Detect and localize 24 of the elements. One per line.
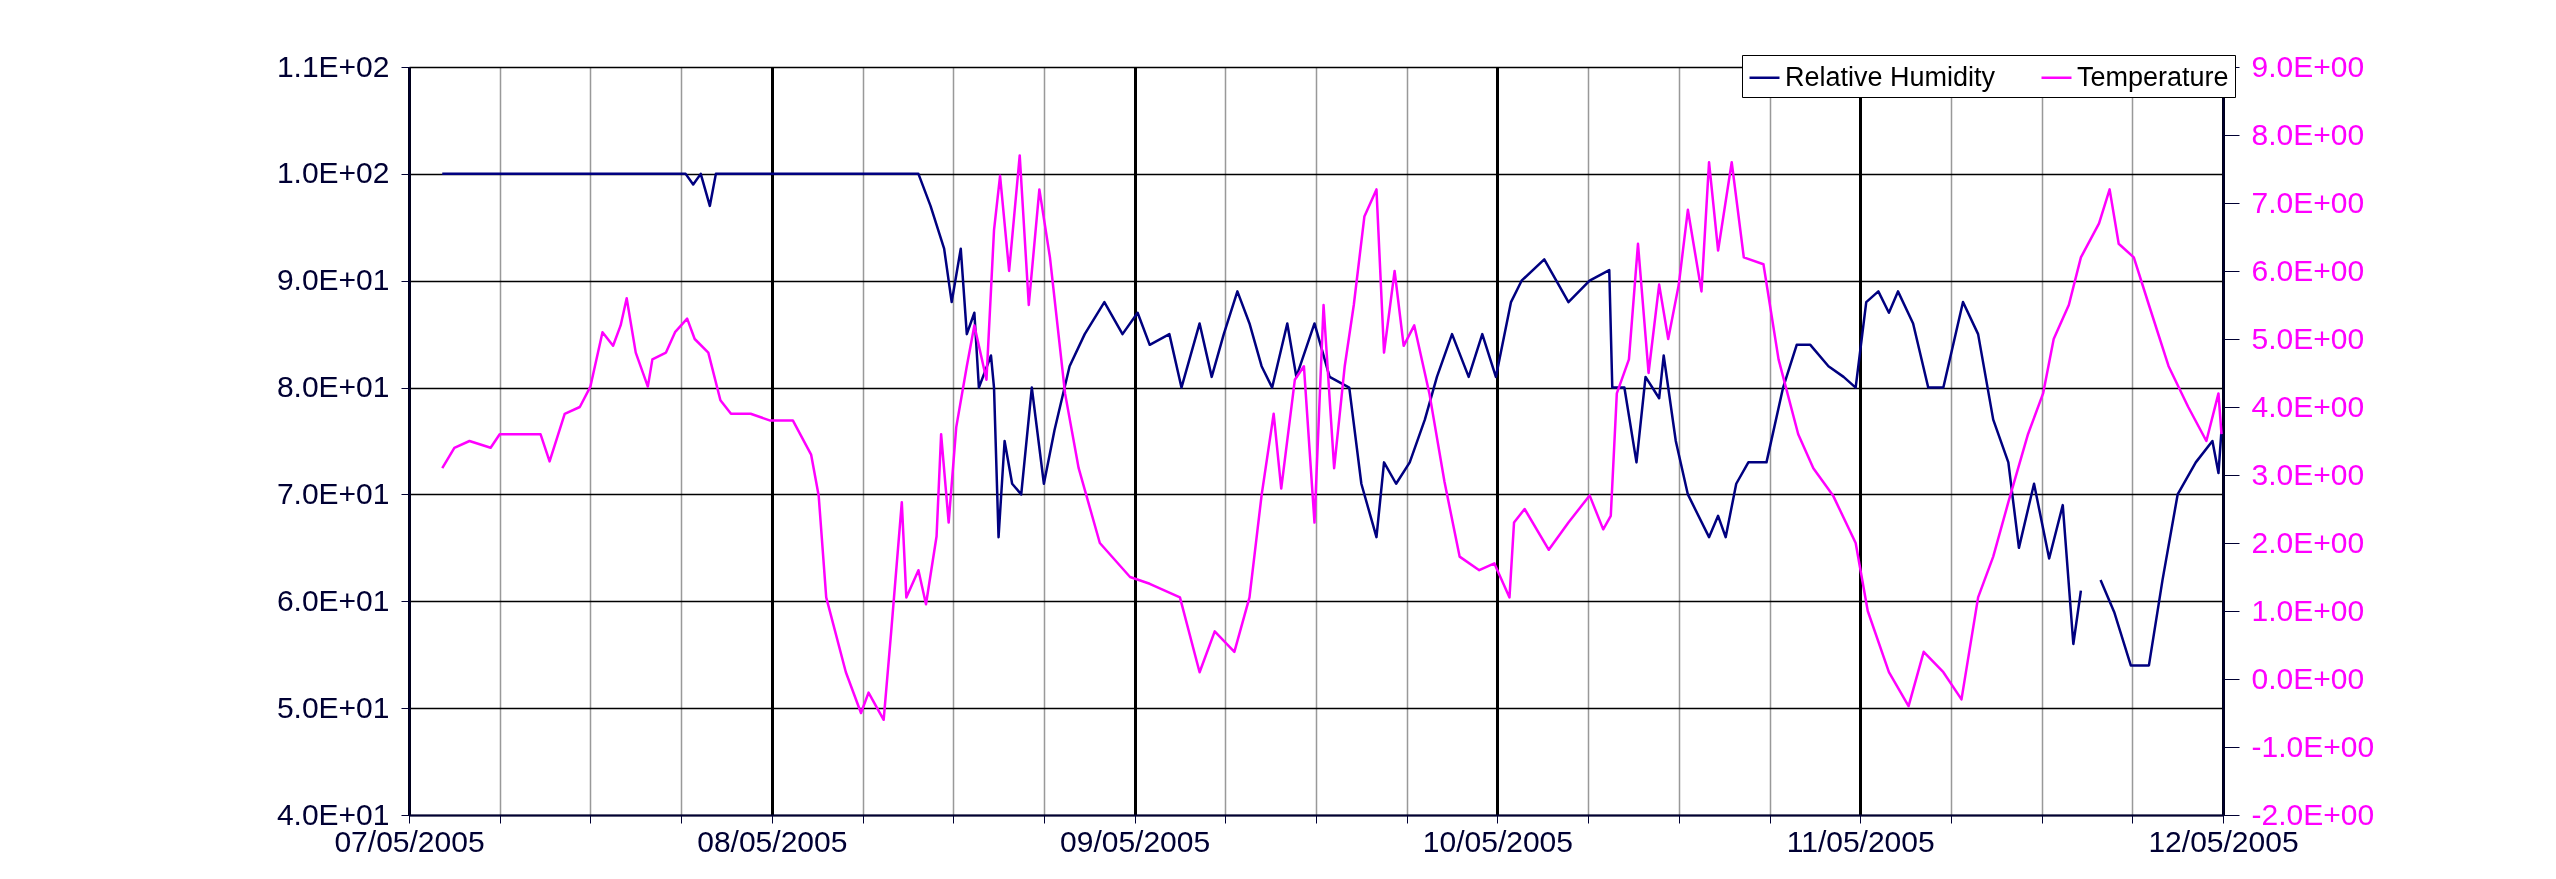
y2-tick-label: 8.0E+00	[2251, 117, 2365, 151]
y-tick-label: 1.1E+02	[276, 49, 390, 83]
y2-tick-label: 3.0E+00	[2251, 457, 2365, 491]
y2-tick-label: 0.0E+00	[2251, 661, 2365, 695]
y2-tick-label: 7.0E+00	[2251, 185, 2365, 219]
x-tick-label: 08/05/2005	[697, 824, 848, 858]
legend-label: Relative Humidity	[1785, 61, 1996, 92]
y-tick-label: 8.0E+01	[276, 370, 390, 404]
y-tick-label: 7.0E+01	[276, 476, 390, 510]
x-tick-label: 10/05/2005	[1422, 824, 1573, 858]
legend-label: Temperature	[2077, 61, 2229, 92]
y2-tick-label: 4.0E+00	[2251, 389, 2365, 423]
y2-tick-label: 2.0E+00	[2251, 525, 2365, 559]
y2-tick-label: 6.0E+00	[2251, 253, 2365, 287]
y-tick-label: 9.0E+01	[276, 263, 390, 297]
y-tick-label: 1.0E+02	[276, 156, 390, 190]
y2-tick-label: 5.0E+00	[2251, 321, 2365, 355]
y2-tick-label: 1.0E+00	[2251, 593, 2365, 627]
y-tick-label: 5.0E+01	[276, 690, 390, 724]
y2-tick-label: 9.0E+00	[2251, 49, 2365, 83]
x-tick-label: 11/05/2005	[1786, 824, 1935, 858]
x-tick-label: 09/05/2005	[1060, 824, 1211, 858]
y2-tick-label: -1.0E+00	[2251, 729, 2375, 763]
y-tick-label: 6.0E+01	[276, 583, 390, 617]
